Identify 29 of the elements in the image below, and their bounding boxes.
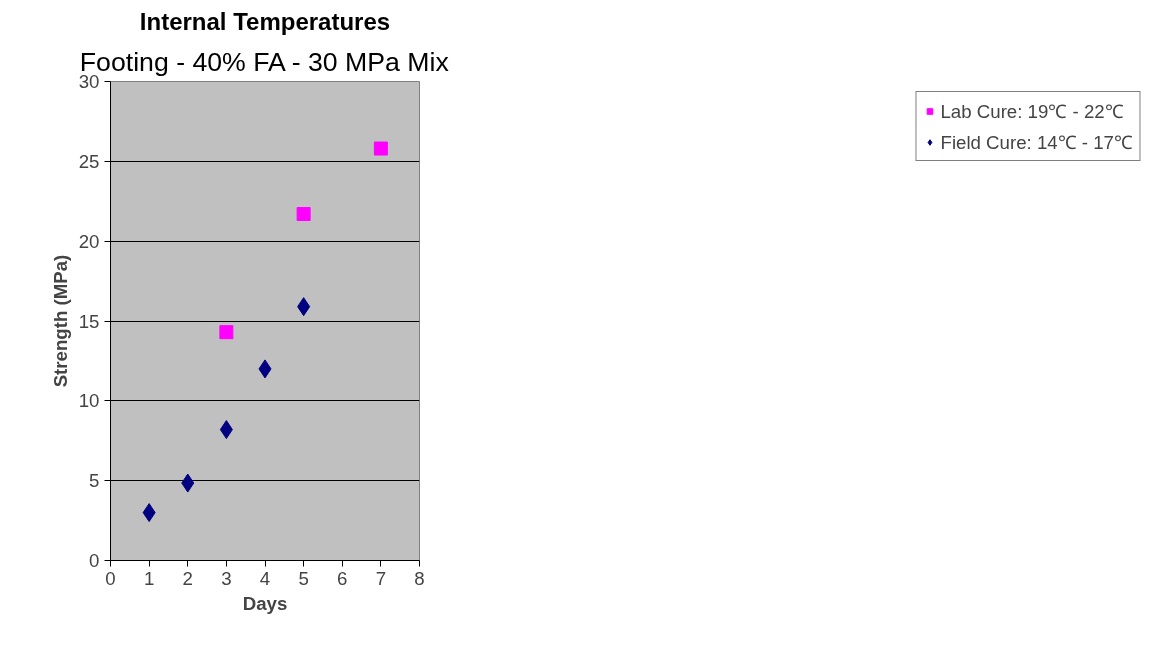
legend-label: Field Cure: 14℃ - 17℃ [940,131,1133,154]
chart-title: Internal Temperatures [139,7,391,35]
x-tick-label: 8 [414,567,425,589]
point [142,503,156,523]
legend-label: Lab Cure: 19℃ - 22℃ [940,100,1124,123]
point [219,325,234,340]
y-tick-label: 10 [78,390,100,412]
y-tick-label: 25 [78,150,100,172]
point [373,141,388,156]
point [296,207,311,222]
point [297,297,311,317]
y-tick-label: 30 [78,71,100,92]
x-tick-label: 0 [105,567,116,589]
x-tick-label: 1 [143,567,155,589]
y-tick-label: 15 [78,310,100,332]
point [258,359,272,379]
x-tick-label: 7 [375,567,387,589]
x-axis-title: Days [242,592,288,614]
y-tick-label: 5 [89,470,100,492]
x-tick-label: 4 [259,567,271,589]
y-tick-label: 20 [78,230,100,252]
x-tick-label: 6 [337,567,348,589]
x-tick-label: 5 [298,567,309,589]
y-axis-title: Strength (MPa) [49,254,71,388]
x-tick-label: 2 [182,567,193,589]
y-tick-label: 0 [89,550,100,571]
point [219,420,233,440]
x-tick-label: 3 [221,567,232,589]
point [181,473,195,493]
